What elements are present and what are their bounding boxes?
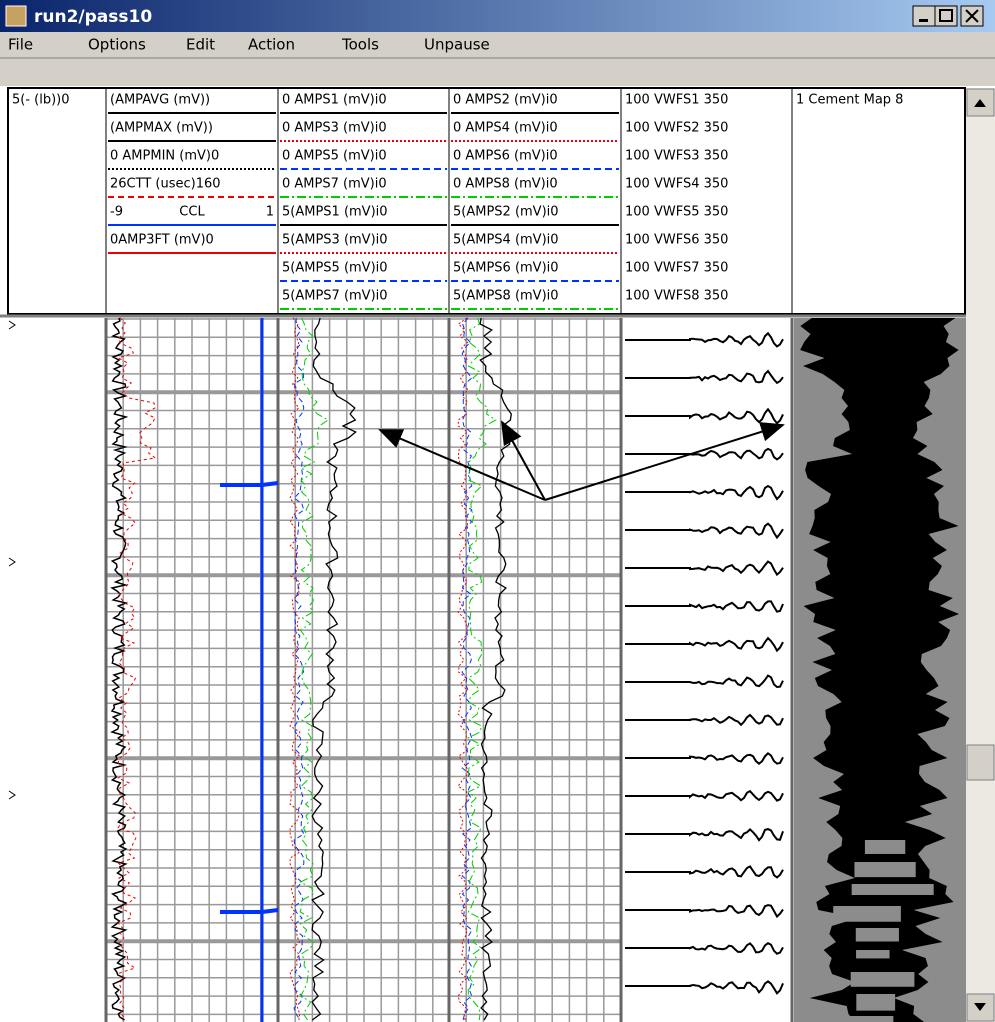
header-label: 26CTT (usec)160 (110, 177, 221, 192)
header-label: 0 AMPS3 (mV)i0 (282, 121, 387, 136)
header-label: 100 VWFS7 350 (625, 261, 728, 276)
menu-item[interactable]: Tools (341, 36, 379, 54)
window-buttons[interactable] (913, 6, 983, 26)
header-label: 100 VWFS6 350 (625, 233, 728, 248)
ccl-spike (220, 483, 278, 485)
cement-bond-zone (852, 884, 934, 895)
header-label: 0 AMPS4 (mV)i0 (453, 121, 558, 136)
header-label: 0 AMPS8 (mV)i0 (453, 177, 558, 192)
header-label: 0AMP3FT (mV)0 (110, 233, 214, 248)
header-label: 0 AMPS5 (mV)i0 (282, 149, 387, 164)
header-label: 0 AMPS7 (mV)i0 (282, 177, 387, 192)
header-label: 5(AMPS4 (mV)i0 (453, 233, 559, 248)
menu-item[interactable]: Unpause (424, 36, 490, 54)
cement-bond-zone (856, 994, 895, 1011)
menu-bar: File Options Edit Action Tools Unpause (0, 36, 995, 59)
header-label: 5(AMPS2 (mV)i0 (453, 205, 559, 220)
cement-bond-zone (850, 1016, 894, 1022)
menu-item[interactable]: Edit (186, 36, 215, 54)
minimize-button[interactable] (913, 6, 935, 26)
header-label: 0 AMPS2 (mV)i0 (453, 93, 558, 108)
curve-name: CCL (179, 205, 205, 220)
header-label: 5(AMPS7 (mV)i0 (282, 289, 388, 304)
header-label: 100 VWFS4 350 (625, 177, 728, 192)
scrollbar[interactable] (966, 88, 995, 1022)
cement-bond-zone (851, 972, 915, 987)
window-title: run2/pass10 (34, 7, 152, 27)
header-label: 100 VWFS2 350 (625, 121, 728, 136)
header-label: 5(AMPS8 (mV)i0 (453, 289, 559, 304)
ccl-spike (220, 910, 278, 912)
menu-item[interactable]: File (8, 36, 33, 54)
header-label: 1 Cement Map 8 (796, 93, 903, 108)
cement-bond-zone (865, 840, 905, 854)
app-icon (6, 6, 26, 26)
scale-max: 1 (266, 205, 274, 220)
header-label: 0 AMPS1 (mV)i0 (282, 93, 387, 108)
minimize-icon (919, 19, 928, 22)
cement-bond-zone (854, 862, 915, 877)
header-label: 5(- (lb))0 (12, 93, 70, 108)
header-label: (AMPMAX (mV)) (110, 121, 213, 136)
cement-bond-zone (856, 928, 899, 941)
scroll-track[interactable] (966, 88, 995, 1022)
cement-bond-zone (856, 950, 890, 958)
header-label: 100 VWFS3 350 (625, 149, 728, 164)
app-window: run2/pass10 File Options Edit Action Tools Un… (0, 0, 995, 1022)
header-label: 0 AMPMIN (mV)0 (110, 149, 219, 164)
header-label: 0 AMPS6 (mV)i0 (453, 149, 558, 164)
header-label: 100 VWFS8 350 (625, 289, 728, 304)
scale-min: -9 (110, 205, 123, 220)
menu-item[interactable]: Action (248, 36, 295, 54)
header-label: 5(AMPS6 (mV)i0 (453, 261, 559, 276)
scroll-thumb[interactable] (967, 745, 994, 780)
header-label: 100 VWFS1 350 (625, 93, 728, 108)
menu-item[interactable]: Options (88, 36, 146, 54)
header-label: 5(AMPS1 (mV)i0 (282, 205, 388, 220)
header-label: 5(AMPS5 (mV)i0 (282, 261, 388, 276)
header-label: 100 VWFS5 350 (625, 205, 728, 220)
cement-bond-zone (833, 906, 901, 922)
header-label: 5(AMPS3 (mV)i0 (282, 233, 388, 248)
header-label: (AMPAVG (mV)) (110, 93, 210, 108)
